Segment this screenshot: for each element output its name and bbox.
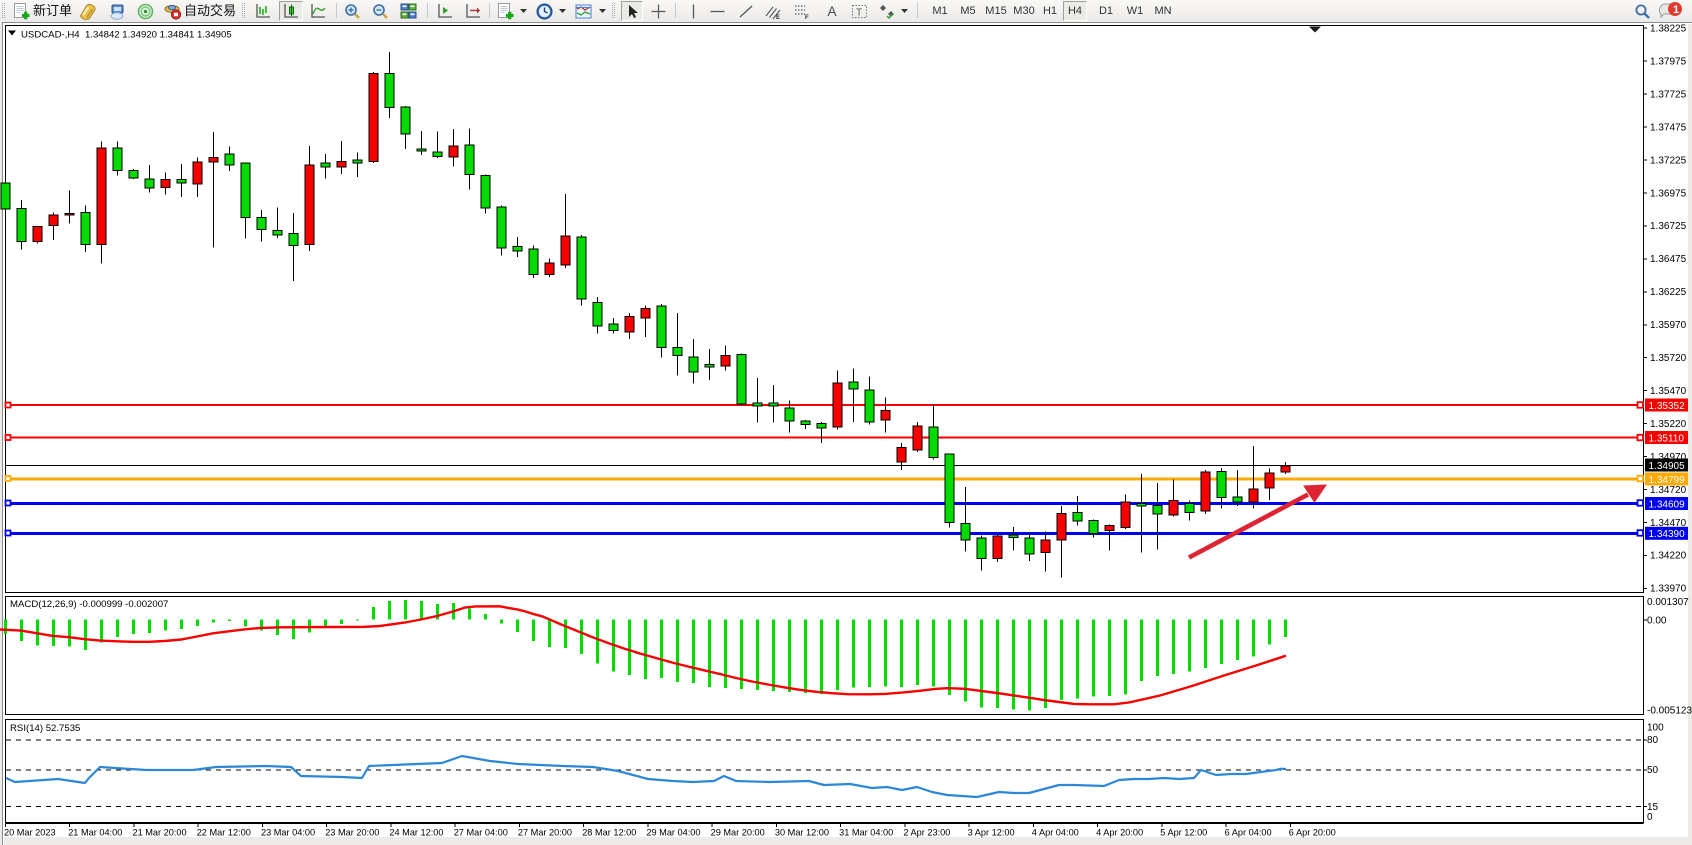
svg-text:21 Mar 04:00: 21 Mar 04:00: [68, 828, 122, 838]
svg-text:6 Apr 20:00: 6 Apr 20:00: [1289, 828, 1336, 838]
svg-text:1.34970: 1.34970: [1650, 452, 1687, 463]
svg-text:1.34470: 1.34470: [1650, 518, 1687, 529]
svg-text:1.34609: 1.34609: [1649, 499, 1686, 510]
svg-text:24 Mar 12:00: 24 Mar 12:00: [389, 828, 443, 838]
svg-text:15: 15: [1647, 802, 1659, 813]
svg-text:80: 80: [1647, 735, 1659, 746]
svg-text:1.34905: 1.34905: [1649, 461, 1686, 472]
svg-text:0.00: 0.00: [1647, 616, 1667, 627]
svg-text:T: T: [856, 7, 862, 18]
svg-text:29 Mar 20:00: 29 Mar 20:00: [711, 828, 765, 838]
svg-text:1.35220: 1.35220: [1650, 419, 1687, 430]
svg-text:31 Mar 04:00: 31 Mar 04:00: [839, 828, 893, 838]
svg-text:2 Apr 23:00: 2 Apr 23:00: [903, 828, 950, 838]
svg-text:F: F: [805, 15, 809, 20]
svg-text:100: 100: [1647, 723, 1664, 734]
svg-text:1.37975: 1.37975: [1650, 57, 1687, 68]
svg-text:0: 0: [1647, 812, 1653, 823]
svg-text:27 Mar 20:00: 27 Mar 20:00: [518, 828, 572, 838]
svg-text:28 Mar 12:00: 28 Mar 12:00: [582, 828, 636, 838]
svg-text:4 Apr 04:00: 4 Apr 04:00: [1032, 828, 1079, 838]
svg-text:4 Apr 20:00: 4 Apr 20:00: [1096, 828, 1143, 838]
svg-text:30 Mar 12:00: 30 Mar 12:00: [775, 828, 829, 838]
svg-text:1.37725: 1.37725: [1650, 89, 1687, 100]
svg-text:1.35352: 1.35352: [1649, 401, 1686, 412]
svg-text:50: 50: [1647, 765, 1659, 776]
svg-text:1: 1: [1673, 4, 1679, 16]
svg-text:1.35970: 1.35970: [1650, 320, 1687, 331]
svg-text:MACD(12,26,9) -0.000999 -0.002: MACD(12,26,9) -0.000999 -0.002007: [10, 599, 168, 610]
svg-text:23 Mar 04:00: 23 Mar 04:00: [261, 828, 315, 838]
svg-text:20 Mar 2023: 20 Mar 2023: [4, 828, 56, 838]
svg-text:1.37475: 1.37475: [1650, 122, 1687, 133]
svg-text:29 Mar 04:00: 29 Mar 04:00: [646, 828, 700, 838]
svg-text:21 Mar 20:00: 21 Mar 20:00: [133, 828, 187, 838]
svg-text:23 Mar 20:00: 23 Mar 20:00: [325, 828, 379, 838]
svg-text:1.36225: 1.36225: [1650, 287, 1687, 298]
svg-text:1.33970: 1.33970: [1650, 584, 1687, 595]
svg-text:USDCAD-,H4 1.34842 1.34920 1.: USDCAD-,H4 1.34842 1.34920 1.34841 1.349…: [21, 30, 232, 41]
svg-text:A: A: [827, 4, 836, 19]
svg-text:1.35110: 1.35110: [1649, 433, 1685, 444]
svg-text:3 Apr 12:00: 3 Apr 12:00: [968, 828, 1015, 838]
svg-text:1.34799: 1.34799: [1649, 475, 1686, 486]
svg-text:-0.005123: -0.005123: [1647, 706, 1692, 717]
svg-text:0.001307: 0.001307: [1647, 597, 1689, 608]
svg-text:1.38225: 1.38225: [1650, 24, 1687, 35]
svg-text:E: E: [776, 15, 780, 20]
svg-text:1.35470: 1.35470: [1650, 386, 1687, 397]
svg-text:1.34720: 1.34720: [1650, 485, 1687, 496]
svg-text:1.35720: 1.35720: [1650, 353, 1687, 364]
svg-text:27 Mar 04:00: 27 Mar 04:00: [454, 828, 508, 838]
svg-text:1.36975: 1.36975: [1650, 188, 1687, 199]
svg-text:1.36725: 1.36725: [1650, 221, 1687, 232]
svg-text:RSI(14) 52.7535: RSI(14) 52.7535: [10, 723, 80, 734]
svg-text:5 Apr 12:00: 5 Apr 12:00: [1160, 828, 1207, 838]
svg-text:1.34390: 1.34390: [1649, 529, 1686, 540]
svg-text:1.37225: 1.37225: [1650, 155, 1687, 166]
svg-text:6 Apr 04:00: 6 Apr 04:00: [1225, 828, 1272, 838]
svg-text:1.36475: 1.36475: [1650, 254, 1687, 265]
svg-text:22 Mar 12:00: 22 Mar 12:00: [197, 828, 251, 838]
svg-text:1.34220: 1.34220: [1650, 551, 1687, 562]
